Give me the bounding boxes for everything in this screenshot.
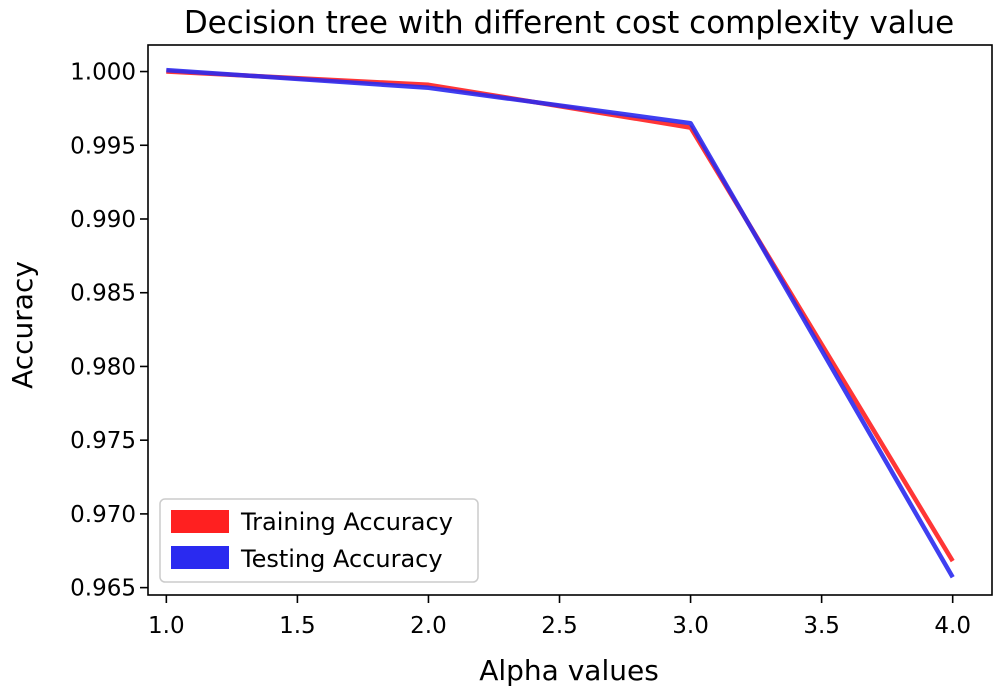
series-line-training-accuracy — [166, 69, 955, 563]
series-line-testing-accuracy — [166, 67, 955, 579]
x-tick-label: 1.5 — [279, 613, 316, 639]
legend: Training Accuracy Testing Accuracy — [159, 498, 479, 583]
plot-lines — [166, 67, 955, 579]
x-tick-label: 3.0 — [672, 613, 709, 639]
x-tick-label: 3.5 — [803, 613, 840, 639]
y-tick-label: 0.980 — [70, 354, 136, 380]
y-tick-label: 0.985 — [70, 281, 136, 307]
legend-swatch-testing — [171, 546, 229, 569]
y-axis-ticks: 0.965 0.970 0.975 0.980 0.985 0.990 0.995 1.000 — [70, 60, 148, 602]
x-tick-label: 1.0 — [148, 613, 185, 639]
y-tick-label: 0.990 — [70, 207, 136, 233]
legend-label-training: Training Accuracy — [240, 508, 453, 536]
legend-swatch-training — [171, 510, 229, 533]
x-tick-label: 4.0 — [934, 613, 971, 639]
y-tick-label: 0.995 — [70, 133, 136, 159]
y-tick-label: 0.970 — [70, 502, 136, 528]
x-tick-label: 2.0 — [410, 613, 447, 639]
y-tick-label: 1.000 — [70, 60, 136, 86]
plot-frame — [147, 44, 993, 596]
x-tick-label: 2.5 — [541, 613, 578, 639]
legend-label-testing: Testing Accuracy — [240, 545, 443, 573]
chart-title: Decision tree with different cost comple… — [184, 5, 954, 41]
y-tick-label: 0.965 — [70, 576, 136, 602]
legend-frame — [159, 498, 479, 583]
x-axis-label: Alpha values — [479, 654, 659, 687]
y-axis-label: Accuracy — [6, 261, 39, 389]
x-axis-ticks: 1.0 1.5 2.0 2.5 3.0 3.5 4.0 — [148, 595, 971, 639]
y-tick-label: 0.975 — [70, 428, 136, 454]
